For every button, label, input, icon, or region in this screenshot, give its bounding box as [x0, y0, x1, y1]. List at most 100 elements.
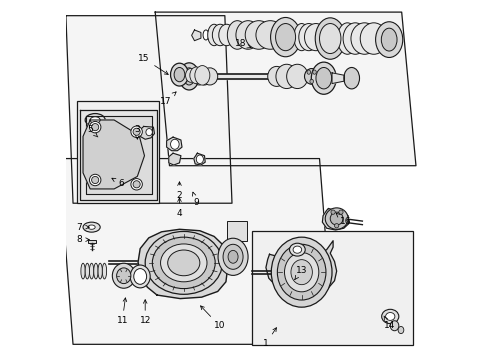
Ellipse shape: [337, 23, 357, 54]
Ellipse shape: [385, 312, 394, 320]
Ellipse shape: [197, 68, 211, 85]
Ellipse shape: [286, 64, 307, 89]
Ellipse shape: [270, 18, 300, 57]
Ellipse shape: [91, 123, 99, 131]
Ellipse shape: [134, 269, 146, 284]
Ellipse shape: [207, 24, 220, 46]
Ellipse shape: [319, 23, 340, 54]
Ellipse shape: [170, 63, 188, 86]
Ellipse shape: [360, 23, 386, 54]
Polygon shape: [66, 16, 231, 203]
Ellipse shape: [306, 70, 310, 74]
Ellipse shape: [275, 64, 297, 89]
Ellipse shape: [244, 21, 272, 49]
Polygon shape: [331, 73, 344, 84]
Ellipse shape: [202, 68, 217, 85]
Ellipse shape: [309, 79, 313, 84]
Ellipse shape: [133, 128, 140, 135]
Ellipse shape: [167, 250, 200, 276]
Ellipse shape: [290, 260, 312, 285]
Ellipse shape: [293, 23, 309, 51]
Ellipse shape: [98, 263, 102, 279]
Ellipse shape: [304, 68, 318, 84]
Text: 4: 4: [176, 198, 182, 218]
Ellipse shape: [315, 18, 345, 59]
Ellipse shape: [292, 246, 301, 253]
Ellipse shape: [116, 268, 131, 284]
Ellipse shape: [267, 66, 285, 86]
Text: 14: 14: [383, 316, 394, 330]
Ellipse shape: [338, 210, 343, 214]
Ellipse shape: [112, 263, 135, 288]
Ellipse shape: [255, 21, 284, 49]
Ellipse shape: [196, 155, 203, 163]
Ellipse shape: [218, 238, 247, 275]
Text: 7: 7: [77, 222, 89, 231]
Polygon shape: [80, 111, 157, 200]
Ellipse shape: [183, 68, 194, 85]
Ellipse shape: [174, 67, 184, 82]
Ellipse shape: [289, 243, 305, 256]
Ellipse shape: [102, 263, 106, 279]
Ellipse shape: [227, 21, 247, 49]
Ellipse shape: [90, 117, 100, 123]
Ellipse shape: [130, 265, 150, 288]
Ellipse shape: [88, 225, 95, 229]
Ellipse shape: [89, 121, 101, 133]
Text: 8: 8: [77, 235, 89, 244]
Ellipse shape: [152, 237, 215, 289]
Polygon shape: [322, 208, 348, 230]
Polygon shape: [155, 12, 415, 166]
Ellipse shape: [193, 68, 204, 85]
Ellipse shape: [223, 244, 243, 269]
Text: 5: 5: [87, 126, 98, 137]
Ellipse shape: [235, 21, 260, 49]
Ellipse shape: [381, 28, 396, 51]
Ellipse shape: [131, 179, 142, 190]
Ellipse shape: [194, 66, 209, 85]
Ellipse shape: [330, 210, 335, 214]
Ellipse shape: [81, 263, 85, 279]
Text: 10: 10: [200, 306, 225, 330]
Ellipse shape: [311, 62, 336, 94]
Ellipse shape: [343, 23, 366, 54]
Ellipse shape: [145, 231, 222, 294]
Ellipse shape: [343, 67, 359, 89]
Polygon shape: [139, 126, 154, 139]
Ellipse shape: [179, 63, 199, 90]
Ellipse shape: [203, 30, 208, 40]
Ellipse shape: [189, 67, 203, 84]
Text: 15: 15: [138, 54, 168, 75]
Ellipse shape: [85, 263, 89, 279]
Text: 17: 17: [160, 92, 176, 106]
Polygon shape: [166, 137, 182, 151]
Polygon shape: [85, 116, 151, 194]
Ellipse shape: [304, 23, 326, 51]
Ellipse shape: [94, 263, 98, 279]
Text: 2: 2: [176, 182, 182, 199]
Ellipse shape: [275, 23, 295, 51]
Bar: [252, 231, 412, 345]
Ellipse shape: [145, 129, 152, 136]
Ellipse shape: [91, 176, 99, 184]
Text: 13: 13: [294, 266, 307, 280]
Ellipse shape: [212, 24, 227, 46]
Polygon shape: [168, 153, 181, 165]
Polygon shape: [59, 158, 333, 344]
Ellipse shape: [83, 222, 100, 232]
Ellipse shape: [381, 309, 398, 324]
Text: 9: 9: [192, 192, 199, 207]
Ellipse shape: [160, 244, 206, 282]
Text: 18: 18: [234, 39, 251, 48]
Ellipse shape: [271, 237, 331, 307]
Ellipse shape: [277, 244, 325, 300]
Polygon shape: [193, 153, 205, 165]
Polygon shape: [83, 120, 144, 189]
Ellipse shape: [89, 263, 94, 279]
Ellipse shape: [315, 67, 331, 89]
Ellipse shape: [389, 321, 398, 331]
Polygon shape: [265, 241, 336, 294]
Ellipse shape: [329, 212, 343, 225]
Ellipse shape: [325, 208, 347, 229]
Text: 6: 6: [112, 178, 124, 188]
